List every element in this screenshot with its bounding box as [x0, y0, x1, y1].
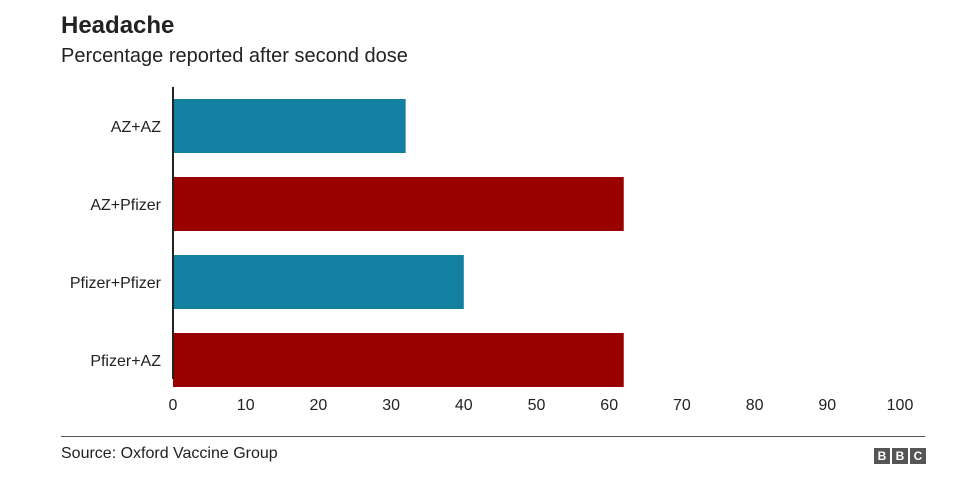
- category-label: Pfizer+Pfizer: [70, 275, 162, 292]
- category-label: AZ+Pfizer: [90, 197, 161, 214]
- x-tick-label: 20: [310, 397, 328, 414]
- bar-chart: AZ+AZ AZ+Pfizer Pfizer+Pfizer Pfizer+AZ 0 10 2…: [70, 87, 914, 414]
- category-label: AZ+AZ: [111, 119, 161, 136]
- x-tick-label: 30: [382, 397, 400, 414]
- x-tick-label: 90: [818, 397, 836, 414]
- source-note: Source: Oxford Vaccine Group: [61, 445, 278, 462]
- category-label: Pfizer+AZ: [90, 353, 161, 370]
- bar: [173, 255, 464, 309]
- bar: [173, 99, 406, 153]
- x-tick-label: 60: [600, 397, 618, 414]
- x-tick-label: 10: [237, 397, 255, 414]
- x-tick-label: 80: [746, 397, 764, 414]
- x-tick-label: 40: [455, 397, 473, 414]
- chart-subtitle: Percentage reported after second dose: [61, 45, 408, 67]
- bar: [173, 333, 624, 387]
- logo-letter: B: [874, 448, 890, 464]
- bbc-logo: B B C: [874, 448, 926, 464]
- x-tick-label: 50: [528, 397, 546, 414]
- chart-title: Headache: [61, 12, 175, 39]
- logo-letter: C: [910, 448, 926, 464]
- x-tick-label: 0: [169, 397, 178, 414]
- footer-divider: [61, 436, 925, 437]
- x-tick-label: 100: [887, 397, 914, 414]
- x-tick-label: 70: [673, 397, 691, 414]
- bar: [173, 177, 624, 231]
- logo-letter: B: [892, 448, 908, 464]
